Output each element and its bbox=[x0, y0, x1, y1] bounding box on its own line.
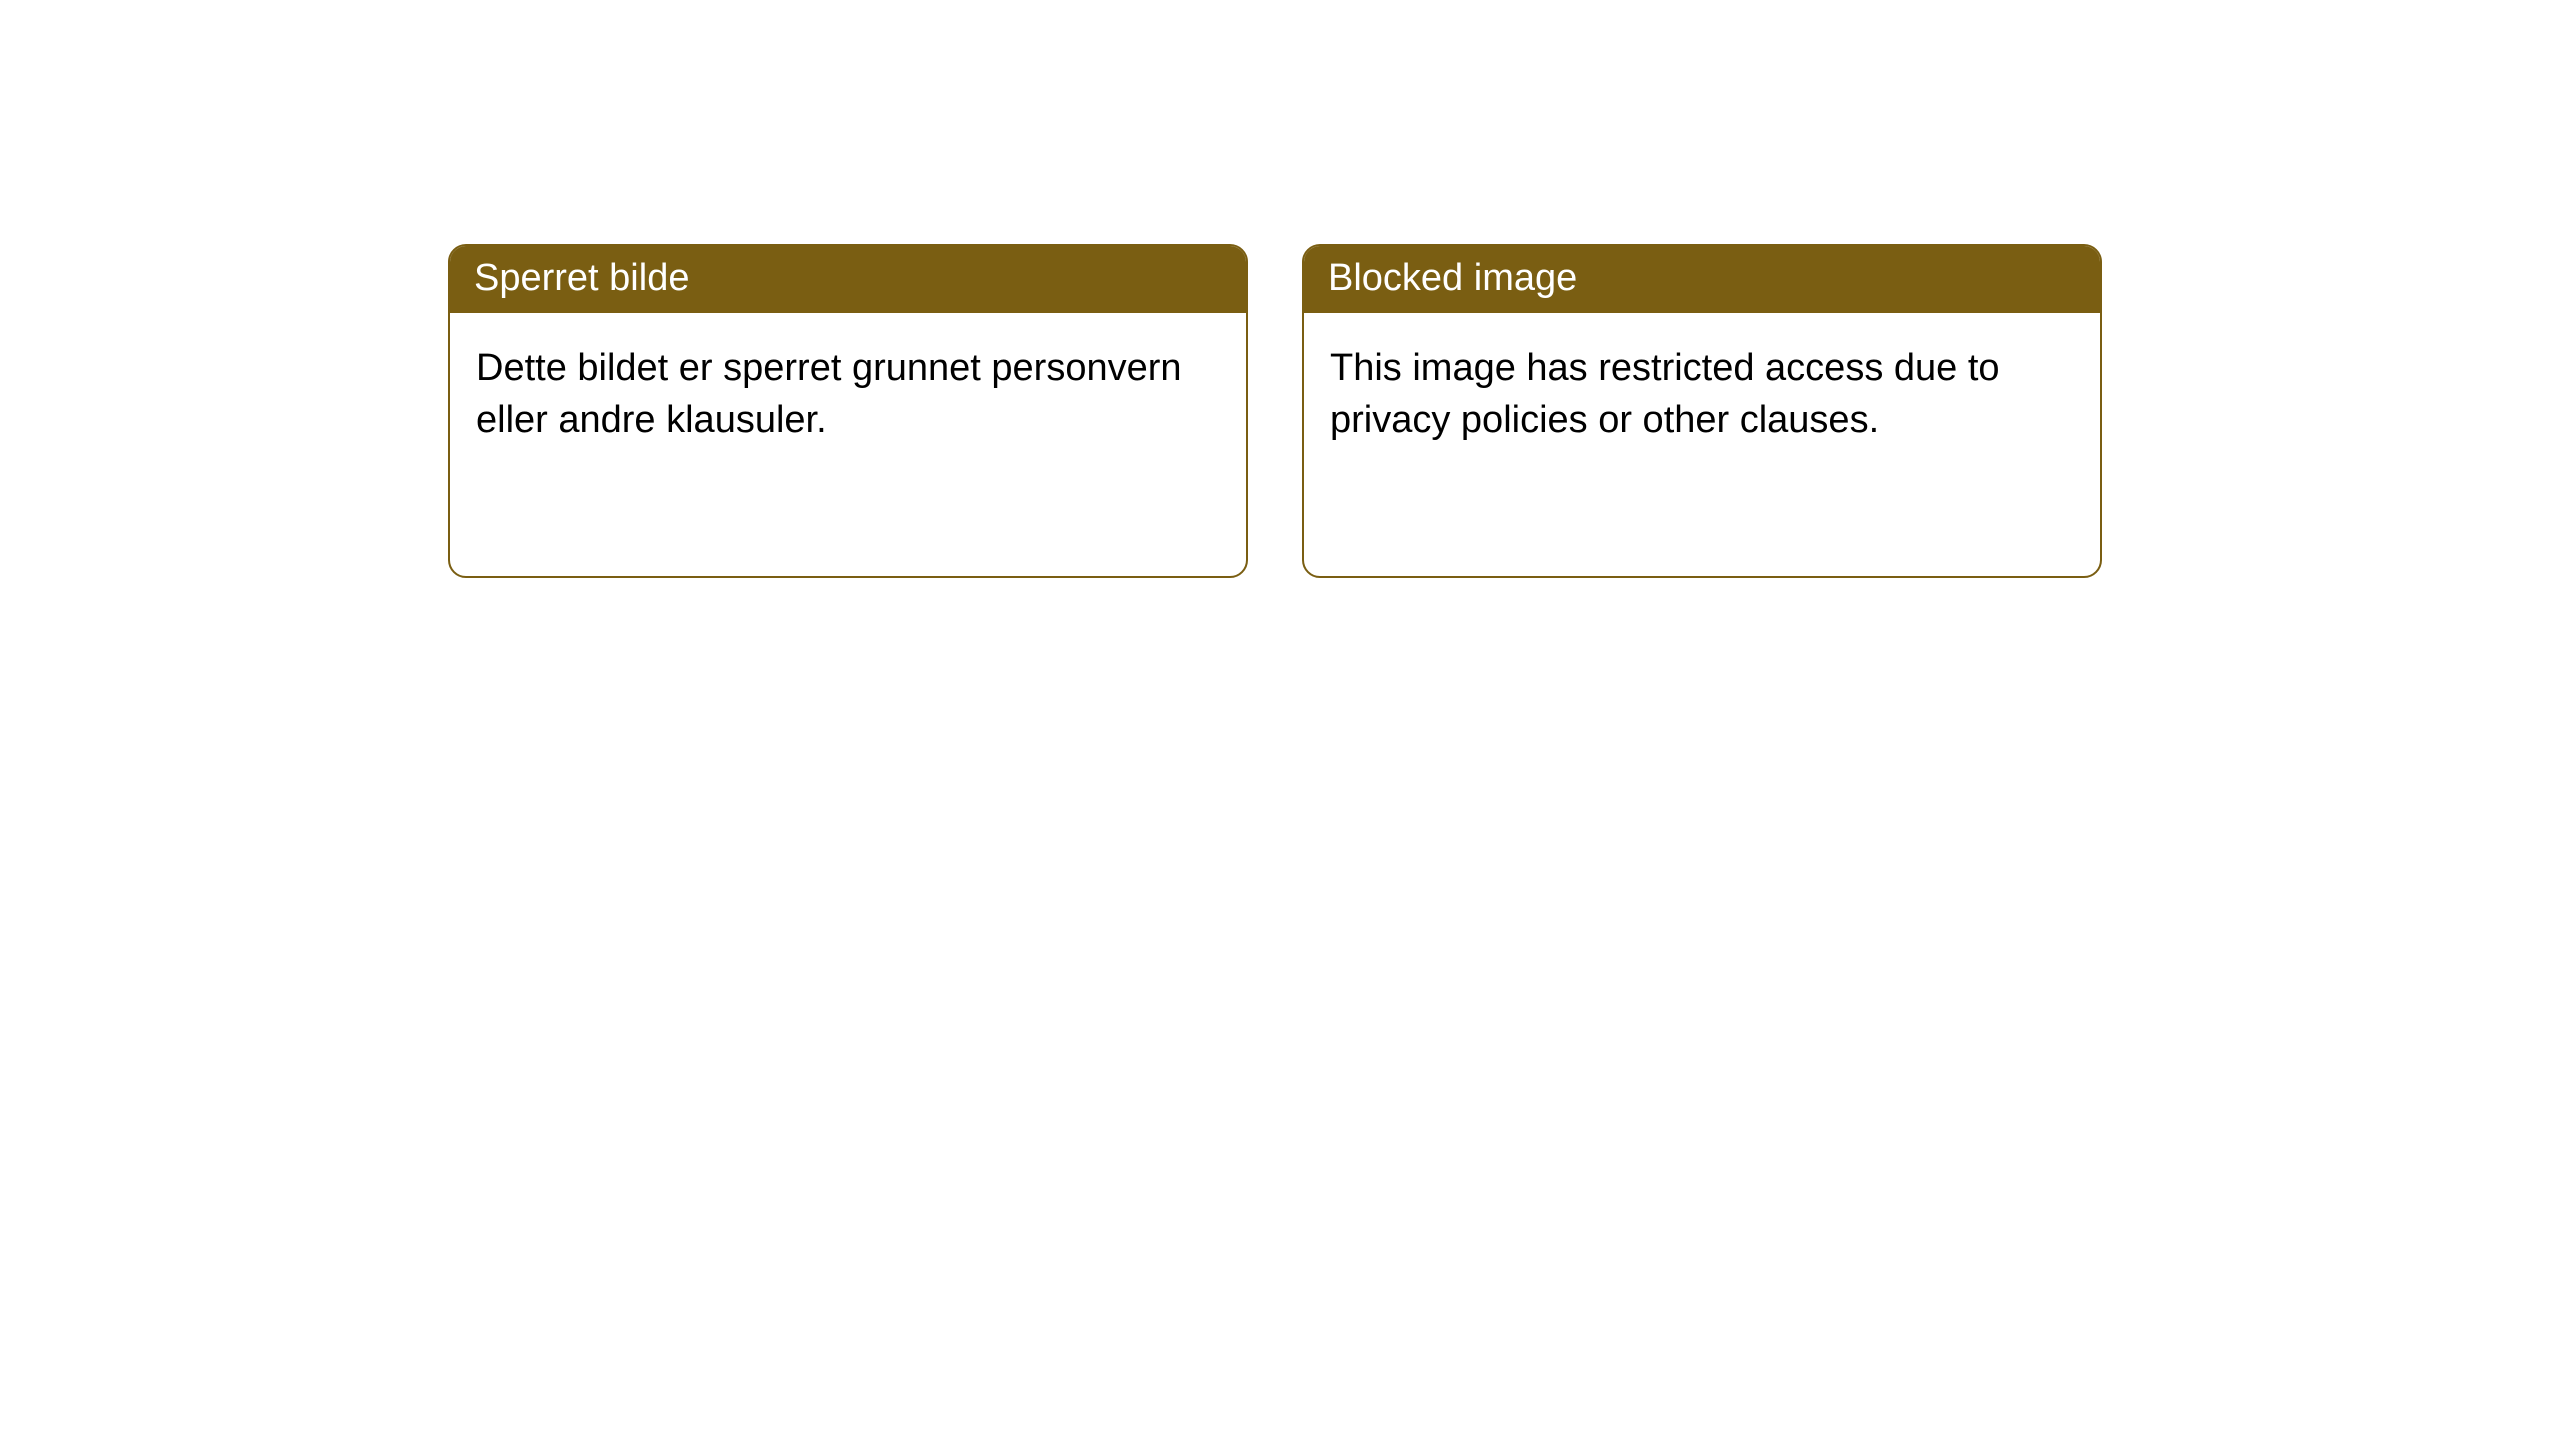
card-body: Dette bildet er sperret grunnet personve… bbox=[450, 313, 1246, 476]
card-header: Sperret bilde bbox=[450, 246, 1246, 313]
card-message: This image has restricted access due to … bbox=[1330, 347, 2000, 440]
blocked-image-card-english: Blocked image This image has restricted … bbox=[1302, 244, 2102, 578]
notice-container: Sperret bilde Dette bildet er sperret gr… bbox=[0, 0, 2560, 578]
card-header: Blocked image bbox=[1304, 246, 2100, 313]
blocked-image-card-norwegian: Sperret bilde Dette bildet er sperret gr… bbox=[448, 244, 1248, 578]
card-title: Sperret bilde bbox=[474, 257, 689, 299]
card-message: Dette bildet er sperret grunnet personve… bbox=[476, 347, 1182, 440]
card-title: Blocked image bbox=[1328, 257, 1577, 299]
card-body: This image has restricted access due to … bbox=[1304, 313, 2100, 476]
